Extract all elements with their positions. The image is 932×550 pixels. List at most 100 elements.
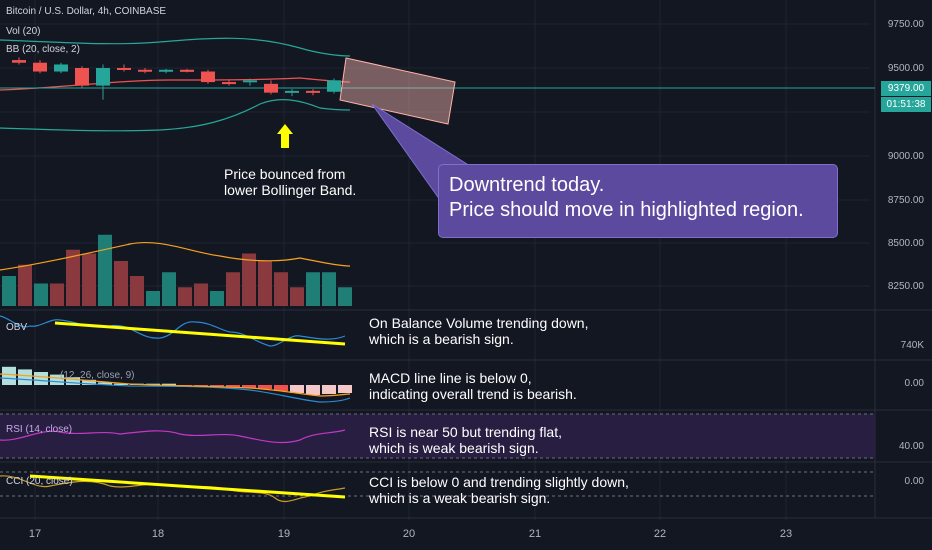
time-tick: 17 xyxy=(28,528,42,540)
candle-body xyxy=(96,68,110,86)
obv-trend-line xyxy=(54,321,346,346)
obv-note-line2: which is a bearish sign. xyxy=(369,331,514,347)
macd-hist-bar xyxy=(322,385,336,394)
time-tick: 22 xyxy=(653,528,667,540)
macd-hist-bar xyxy=(290,385,304,393)
volume-bar xyxy=(146,291,160,306)
macd-note-line2: indicating overall trend is bearish. xyxy=(369,386,577,402)
volume-bar xyxy=(34,283,48,306)
macd-hist-bar xyxy=(226,385,240,387)
obv-note-line1: On Balance Volume trending down, xyxy=(369,315,589,331)
grid-lines xyxy=(0,0,870,520)
macd-note-line1: MACD line line is below 0, xyxy=(369,370,532,386)
macd-hist-bar xyxy=(338,385,352,393)
cci-tick: 0.00 xyxy=(904,476,924,487)
candle-body xyxy=(12,60,26,63)
price-tick: 9000.00 xyxy=(887,151,924,162)
cci-pane-label[interactable]: CCI (20, close) xyxy=(6,476,73,487)
up-arrow-icon xyxy=(277,124,293,148)
rsi-note-line1: RSI is near 50 but trending flat, xyxy=(369,424,562,440)
candles xyxy=(12,57,341,100)
time-tick: 21 xyxy=(528,528,542,540)
volume-bar xyxy=(66,249,80,306)
bb-indicator-label[interactable]: BB (20, close, 2) xyxy=(6,44,80,55)
macd-hist-bar xyxy=(34,372,48,385)
volume-bar xyxy=(114,261,128,306)
volume-bar xyxy=(130,276,144,306)
rsi-pane-label[interactable]: RSI (14, close) xyxy=(6,424,73,435)
callout-line2: Price should move in highlighted region. xyxy=(449,199,804,221)
time-tick: 19 xyxy=(277,528,291,540)
macd-hist-bar xyxy=(98,382,112,385)
candle-body xyxy=(243,80,257,83)
cci-note-line1: CCI is below 0 and trending slightly dow… xyxy=(369,474,629,490)
time-tick: 23 xyxy=(779,528,793,540)
candle-body xyxy=(159,69,173,72)
time-tick: 20 xyxy=(402,528,416,540)
volume-bar xyxy=(194,283,208,306)
price-tick: 8750.00 xyxy=(887,195,924,206)
volume-bar xyxy=(18,264,32,306)
macd-hist-bar xyxy=(242,385,256,388)
macd-hist-bar xyxy=(210,385,224,387)
volume-bar xyxy=(178,287,192,306)
macd-hist-bar xyxy=(66,377,80,385)
countdown-tag: 01:51:38 xyxy=(881,97,931,112)
bounce-note-line1: Price bounced from xyxy=(224,166,346,182)
candle-body xyxy=(180,69,194,72)
macd-hist-bar xyxy=(18,369,32,385)
volume-ma xyxy=(0,241,351,271)
volume-bar xyxy=(226,272,240,306)
candle-body xyxy=(138,69,152,72)
macd-histogram xyxy=(2,366,352,395)
volume-bar xyxy=(50,283,64,306)
chart-title: Bitcoin / U.S. Dollar, 4h, COINBASE xyxy=(6,6,167,17)
volume-bar xyxy=(210,291,224,306)
volume-bar xyxy=(242,253,256,306)
volume-bar xyxy=(82,253,96,306)
macd-hist-bar xyxy=(114,383,128,385)
candle-body xyxy=(201,71,215,83)
price-tick: 9500.00 xyxy=(887,63,924,74)
volume-bar xyxy=(162,272,176,306)
candle-body xyxy=(75,68,89,86)
volume-bar xyxy=(2,276,16,306)
vol-indicator-label[interactable]: Vol (20) xyxy=(6,26,41,37)
macd-hist-bar xyxy=(82,379,96,385)
candle-body xyxy=(33,62,47,72)
volume-bar xyxy=(258,261,272,306)
macd-hist-bar xyxy=(50,374,64,385)
highlight-region xyxy=(339,57,456,125)
price-tick: 9750.00 xyxy=(887,19,924,30)
macd-tick: 0.00 xyxy=(904,378,924,389)
rsi-line xyxy=(0,429,346,444)
price-tick: 8250.00 xyxy=(887,281,924,292)
volume-bar xyxy=(306,272,320,306)
volume-bar xyxy=(322,272,336,306)
time-tick: 18 xyxy=(151,528,165,540)
macd-hist-bar xyxy=(258,385,272,389)
volume-bar xyxy=(290,287,304,306)
macd-hist-bar xyxy=(2,366,16,385)
bounce-note-line2: lower Bollinger Band. xyxy=(224,182,357,198)
obv-pane-label[interactable]: OBV xyxy=(6,322,28,333)
obv-tick: 740K xyxy=(900,340,924,351)
candle-body xyxy=(285,90,299,93)
rsi-note-line2: which is weak bearish sign. xyxy=(369,440,539,456)
candle-body xyxy=(327,80,341,92)
macd-line xyxy=(0,377,351,403)
downtrend-callout: Downtrend today. Price should move in hi… xyxy=(438,164,838,238)
cci-trend-line xyxy=(29,474,346,499)
cci-note-line2: which is a weak bearish sign. xyxy=(369,490,551,506)
candle-body xyxy=(222,82,236,85)
rsi-band xyxy=(0,414,875,458)
macd-hist-bar xyxy=(162,383,176,385)
volume-bars xyxy=(2,234,352,306)
macd-hist-bar xyxy=(274,385,288,391)
macd-signal xyxy=(0,373,351,397)
price-tick: 8500.00 xyxy=(887,238,924,249)
macd-pane-label[interactable]: (12, 26, close, 9) xyxy=(60,370,135,381)
candle-body xyxy=(306,90,320,93)
rsi-tick: 40.00 xyxy=(898,441,924,452)
